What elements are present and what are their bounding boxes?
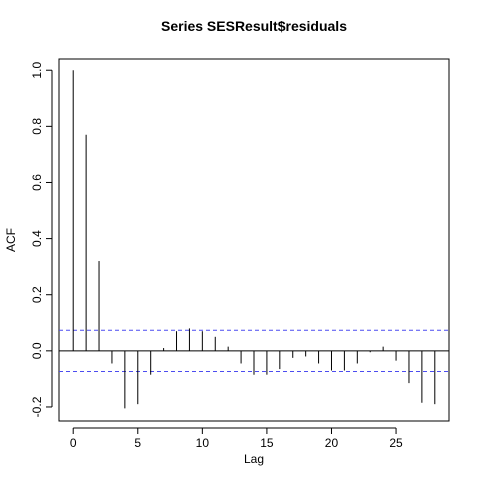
chart-title: Series SESResult$residuals	[161, 18, 347, 34]
y-tick-label-6: 1.0	[30, 62, 44, 79]
x-tick-label-25: 25	[389, 436, 403, 450]
y-tick-label-0: -0.2	[30, 396, 44, 417]
x-tick-label-0: 0	[70, 436, 77, 450]
plot-frame	[58, 58, 450, 422]
x-tick-label-20: 20	[325, 436, 339, 450]
y-tick-label-5: 0.8	[30, 118, 44, 135]
x-axis-label: Lag	[244, 452, 264, 466]
y-tick-label-3: 0.4	[30, 230, 44, 247]
x-tick-label-15: 15	[260, 436, 274, 450]
y-tick-label-1: 0.0	[30, 342, 44, 359]
y-tick-label-2: 0.2	[30, 286, 44, 303]
x-tick-label-10: 10	[196, 436, 210, 450]
y-tick-label-4: 0.6	[30, 174, 44, 191]
y-axis-label: ACF	[4, 228, 18, 252]
x-tick-label-5: 5	[134, 436, 141, 450]
